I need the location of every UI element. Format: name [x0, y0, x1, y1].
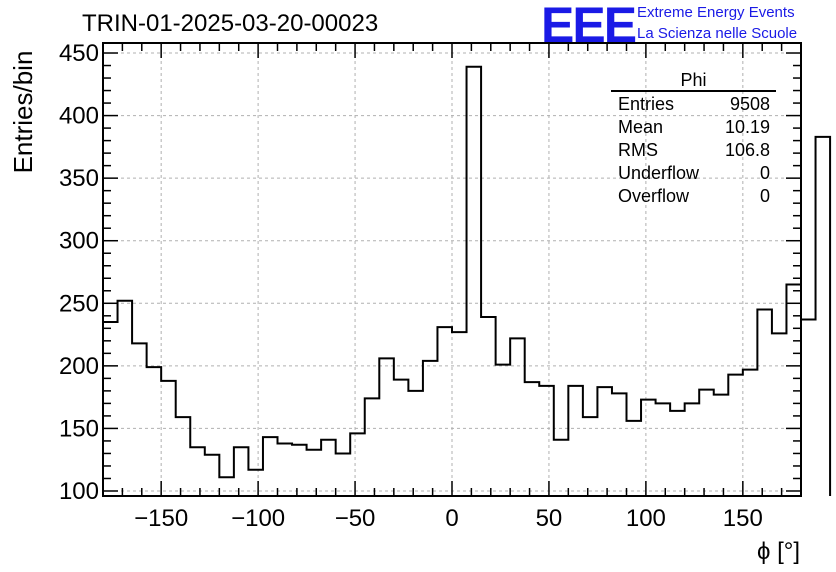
stats-label: Entries [618, 94, 674, 114]
histogram-bin [263, 437, 278, 496]
histogram-bin [510, 338, 525, 496]
x-tick-label: 100 [626, 505, 666, 532]
histogram-bars [102, 65, 832, 496]
histogram-bin [205, 455, 220, 496]
x-tick-label: 150 [723, 505, 763, 532]
stats-box: Phi Entries 9508 Mean 10.19 RMS 106.8 Underflow… [611, 70, 776, 206]
histogram-bin [234, 447, 249, 496]
histogram-bin [728, 375, 743, 496]
histogram-line [102, 65, 832, 496]
histogram-bin [612, 393, 627, 496]
histogram-bin [437, 327, 452, 496]
x-tick-label: −50 [335, 505, 376, 532]
stats-value: 0 [760, 163, 770, 183]
stats-value: 106.8 [725, 140, 770, 160]
axis-ticks [102, 43, 802, 496]
histogram-bin [336, 453, 351, 496]
histogram-bin [176, 417, 191, 496]
y-tick-label: 200 [59, 353, 99, 380]
histogram-bin [248, 470, 263, 496]
histogram-bin [118, 301, 133, 496]
histogram-bin [772, 333, 787, 496]
x-tick-label: −150 [134, 505, 188, 532]
y-axis-label: Entries/bin [8, 51, 38, 174]
histogram-bin [307, 450, 322, 496]
y-tick-label: 250 [59, 290, 99, 317]
histogram-bin [350, 433, 365, 496]
stats-value: 9508 [730, 94, 770, 114]
logo-line-1: Extreme Energy Events [637, 4, 795, 21]
histogram-bin [103, 322, 118, 496]
stats-label: Underflow [618, 163, 700, 183]
histogram-bin [801, 320, 816, 496]
histogram-bin [496, 365, 511, 496]
histogram-bin [757, 310, 772, 496]
stats-label: Overflow [618, 186, 690, 206]
x-tick-label: 50 [536, 505, 563, 532]
y-tick-label: 150 [59, 415, 99, 442]
histogram-bin [699, 390, 714, 496]
stats-value: 0 [760, 186, 770, 206]
histogram-bin [568, 386, 583, 496]
stats-title: Phi [680, 70, 706, 90]
histogram-bin [481, 317, 496, 496]
histogram-bin [190, 447, 205, 496]
y-tick-label: 300 [59, 228, 99, 255]
histogram-bin [379, 358, 394, 496]
histogram-bin [394, 380, 409, 496]
histogram-bin [321, 440, 336, 496]
histogram-bin [670, 411, 685, 496]
histogram-bin [365, 398, 380, 496]
histogram-bin [423, 361, 438, 496]
tick-labels: −150 −100 −50 0 50 100 150 100 150 200 250 300 350 40… [59, 40, 763, 532]
histogram-bin [597, 387, 612, 496]
histogram-bin [816, 137, 831, 496]
histogram-bin [583, 417, 598, 496]
histogram-bin [525, 382, 540, 496]
histogram-bin [743, 370, 758, 496]
stats-value: 10.19 [725, 117, 770, 137]
histogram-bin [714, 395, 729, 496]
y-tick-label: 400 [59, 103, 99, 130]
x-tick-label: −100 [231, 505, 285, 532]
stats-label: RMS [618, 140, 658, 160]
histogram-bin [408, 391, 423, 496]
logo-line-2: La Scienza nelle Scuole [637, 25, 798, 42]
y-tick-label: 100 [59, 478, 99, 505]
y-tick-label: 450 [59, 40, 99, 67]
histogram-bin [685, 403, 700, 496]
histogram-bin [278, 443, 293, 496]
histogram-bin [641, 400, 656, 496]
histogram-bin [132, 343, 147, 496]
x-axis-label: ϕ [°] [757, 538, 800, 565]
y-tick-label: 350 [59, 165, 99, 192]
chart-title: TRIN-01-2025-03-20-00023 [82, 10, 379, 37]
histogram-bin [452, 332, 467, 496]
histogram-bin [161, 381, 176, 496]
eee-logo: EEE [541, 0, 637, 53]
histogram-bin [467, 67, 482, 496]
histogram-bin [147, 367, 162, 496]
x-tick-label: 0 [445, 505, 458, 532]
histogram-bin [219, 477, 234, 496]
histogram-bin [554, 440, 569, 496]
histogram-bin [292, 445, 307, 496]
histogram-bin [627, 421, 642, 496]
stats-label: Mean [618, 117, 663, 137]
histogram-bin [656, 403, 671, 496]
histogram-bin [539, 386, 554, 496]
